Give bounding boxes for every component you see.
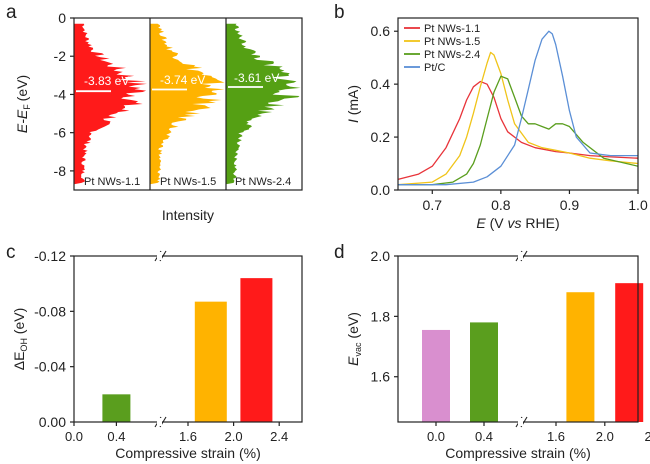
panel-letter-a: a — [6, 2, 17, 23]
legend-label-1: Pt NWs-1.1 — [424, 23, 480, 35]
panel-c-x-label: Compressive strain (%) — [115, 445, 260, 461]
panel-d-x-tick-label: 1.6 — [547, 429, 565, 444]
panel-b: 0.7 0.8 0.9 1.00.00.20.40.6 Pt NWs-1.1Pt NW… — [345, 17, 648, 231]
legend-label-3: Pt NWs-2.4 — [424, 49, 480, 61]
panel-c-y-tick-label: 0.00 — [39, 414, 66, 430]
panel-a-series-label-2: Pt NWs-1.5 — [160, 176, 216, 188]
bar-3 — [240, 278, 273, 422]
axis-break-top-gap — [518, 252, 523, 260]
axis-break-top-gap — [157, 252, 162, 260]
panel-b-y-label: I (mA) — [345, 85, 361, 123]
panel-d-y-label: Evac (eV) — [345, 312, 363, 366]
panel-b-y-tick-label: 0.0 — [371, 182, 391, 198]
legend-label-4: Pt/C — [424, 62, 445, 74]
panel-a-frame — [73, 17, 303, 191]
panel-b-ticks: 0.7 0.8 0.9 1.0 0.0 0.2 0.4 0.6 — [371, 23, 648, 213]
panel-c-x-tick-label: 2.4 — [270, 429, 288, 444]
panel-d-y-tick-label: 2.0 — [371, 248, 391, 264]
panel-c-x-tick-label: 0.0 — [65, 429, 83, 444]
panel-b-x-label: E (V vs RHE) — [476, 215, 559, 231]
panel-d-x-tick-label: 0.0 — [427, 429, 445, 444]
bar-2 — [470, 322, 498, 422]
panel-b-y-tick-label: 0.2 — [371, 129, 391, 145]
axis-break-bottom-gap — [157, 418, 162, 426]
panel-c-y-tick-label: -0.08 — [34, 303, 66, 319]
panel-d-x-label: Compressive strain (%) — [445, 445, 590, 461]
panel-d: 1.6 1.8 2.0 0.0 0.4 1.6 2.0 2.4 Compressive str… — [345, 248, 650, 461]
cv-line-3 — [398, 75, 639, 186]
d-band-lines — [76, 86, 263, 93]
panel-c-y-tick-label: -0.12 — [34, 248, 66, 264]
panel-b-y-tick-label: 0.4 — [371, 76, 391, 92]
panel-c-x-tick-label: 2.0 — [225, 429, 243, 444]
panel-a-y-tick-label: -4 — [54, 86, 67, 102]
panel-a-y-tick-label: -2 — [54, 48, 67, 64]
dos-area-2 — [150, 23, 225, 185]
bar-1 — [422, 329, 450, 422]
panel-b-x-tick-label: 0.8 — [491, 197, 511, 213]
panel-d-y-tick-label: 1.6 — [371, 369, 391, 385]
panel-a-series-label-3: Pt NWs-2.4 — [235, 176, 291, 188]
cv-lines — [397, 30, 639, 186]
panel-a-y-tick-label: 0 — [58, 10, 66, 26]
panel-a-y-label: E-EF(eV) — [14, 75, 32, 133]
panel-a-y-tick-label: -8 — [54, 163, 67, 179]
bar-2 — [194, 301, 227, 422]
bar-4 — [615, 283, 644, 422]
dos-areas — [74, 23, 301, 185]
panel-b-x-tick-label: 0.7 — [423, 197, 443, 213]
panel-a-dband-label-3: -3.61 eV — [234, 71, 279, 85]
panel-d-y-tick-label: 1.8 — [371, 308, 391, 324]
panel-a-dband-label-1: -3.83 eV — [84, 74, 129, 88]
panel-c-bars — [102, 278, 273, 422]
panel-a-dband-label-2: -3.74 eV — [160, 73, 205, 87]
bar-1 — [102, 394, 131, 422]
legend-label-2: Pt NWs-1.5 — [424, 36, 480, 48]
panel-a-x-label: Intensity — [162, 207, 214, 223]
panel-d-x-tick-label: 2.4 — [645, 429, 650, 444]
panel-a: 0 -2 -4 -6 -8 -3.83 eV -3.74 eV -3.61 eV Pt … — [14, 10, 303, 223]
panel-letter-c: c — [6, 242, 16, 263]
dos-area-3 — [226, 23, 301, 185]
bar-3 — [566, 292, 595, 422]
panel-b-x-tick-label: 0.9 — [560, 197, 580, 213]
panel-d-x-tick-label: 2.0 — [596, 429, 614, 444]
panel-c-ticks: 0.00 -0.04 -0.08 -0.12 0.0 0.4 1.6 2.0 2.4 — [34, 248, 288, 444]
panel-d-ticks: 1.6 1.8 2.0 0.0 0.4 1.6 2.0 2.4 — [371, 248, 650, 444]
panel-a-y-tick-label: -6 — [54, 125, 67, 141]
panel-b-x-tick-label: 1.0 — [628, 197, 648, 213]
panel-b-legend: Pt NWs-1.1Pt NWs-1.5Pt NWs-2.4Pt/C — [404, 23, 480, 74]
panel-b-y-tick-label: 0.6 — [371, 23, 391, 39]
panel-c-y-label: ΔEOH (eV) — [11, 308, 29, 371]
panel-d-x-tick-label: 0.4 — [475, 429, 493, 444]
cv-line-4 — [398, 30, 638, 186]
panel-b-frame — [397, 17, 639, 191]
cv-line-2 — [397, 51, 639, 186]
panel-c-y-tick-label: -0.04 — [34, 359, 66, 375]
panel-c-x-tick-label: 0.4 — [107, 429, 125, 444]
panel-letter-b: b — [334, 2, 345, 23]
panel-c-x-tick-label: 1.6 — [179, 429, 197, 444]
panel-d-bars — [422, 283, 644, 422]
axis-break-bottom-gap — [518, 418, 523, 426]
panel-letter-d: d — [334, 242, 345, 263]
panel-c: 0.00 -0.04 -0.08 -0.12 0.0 0.4 1.6 2.0 2.4 Compr… — [11, 248, 303, 461]
panel-a-series-label-1: Pt NWs-1.1 — [84, 176, 140, 188]
dos-area-1 — [74, 23, 147, 185]
panel-a-y-ticks: 0 -2 -4 -6 -8 — [54, 10, 74, 179]
